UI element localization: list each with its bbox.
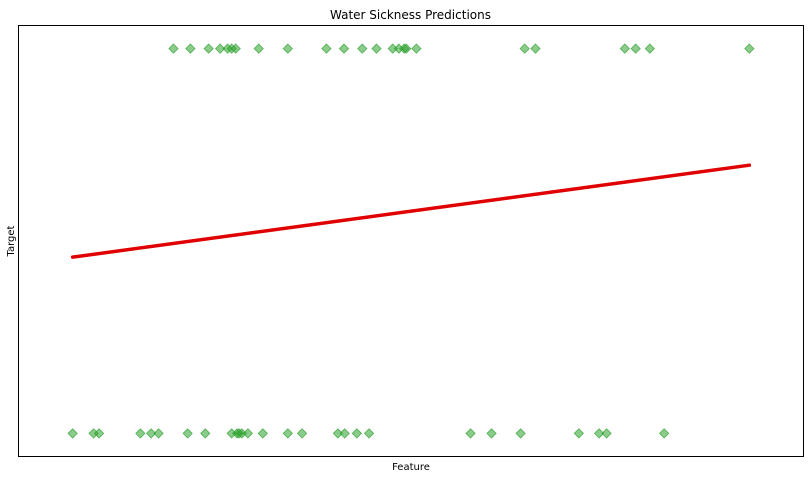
- data-point: [371, 43, 382, 54]
- data-point: [411, 43, 422, 54]
- data-point: [168, 43, 179, 54]
- data-marks: [67, 43, 755, 439]
- data-point: [203, 43, 214, 54]
- data-point: [338, 43, 350, 54]
- data-point: [93, 428, 105, 439]
- y-axis-label: Target: [6, 225, 17, 257]
- data-point: [282, 43, 294, 54]
- regression-line: [70, 163, 752, 259]
- data-point: [257, 428, 268, 439]
- data-point: [253, 43, 264, 54]
- data-point: [593, 428, 605, 439]
- data-point: [230, 43, 241, 54]
- data-point: [153, 428, 164, 439]
- data-point: [135, 428, 146, 439]
- data-point: [321, 43, 332, 54]
- data-point: [363, 428, 375, 439]
- data-point: [67, 428, 78, 439]
- data-point: [644, 43, 656, 54]
- data-point: [351, 428, 363, 439]
- data-point: [519, 43, 530, 54]
- data-point: [486, 428, 497, 439]
- data-point: [332, 428, 344, 439]
- data-point: [619, 43, 631, 54]
- data-point: [658, 428, 670, 439]
- data-point: [401, 43, 412, 54]
- data-point: [744, 43, 755, 54]
- chart-title: Water Sickness Predictions: [330, 8, 491, 22]
- data-point: [573, 428, 584, 439]
- data-point: [242, 428, 254, 439]
- x-axis-label: Feature: [392, 462, 430, 473]
- data-point: [357, 43, 368, 54]
- data-point: [530, 43, 541, 54]
- data-point: [145, 428, 157, 439]
- data-point: [630, 43, 641, 54]
- data-point: [465, 428, 476, 439]
- data-point: [182, 428, 193, 439]
- data-point: [339, 428, 350, 439]
- data-point: [200, 428, 211, 439]
- data-point: [296, 428, 308, 439]
- data-point: [515, 428, 526, 439]
- data-point: [282, 428, 294, 439]
- data-point: [185, 43, 196, 54]
- data-point: [601, 428, 612, 439]
- data-point: [214, 43, 226, 54]
- plot-frame: [18, 25, 804, 457]
